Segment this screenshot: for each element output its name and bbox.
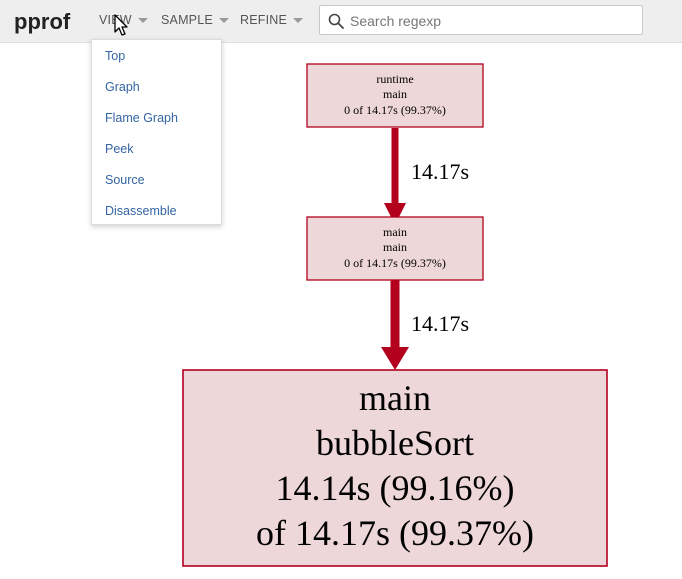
node-cumulative: 0 of 14.17s (99.37%) [344, 256, 446, 270]
node-package: main [359, 378, 431, 418]
search-box[interactable] [319, 5, 643, 35]
call-graph: 14.17s 14.17s runtime main 0 of 14.17s (… [182, 63, 608, 567]
node-box [306, 216, 484, 281]
chevron-down-icon [218, 17, 229, 23]
node-function: main [383, 240, 407, 254]
graph-edge[interactable]: 14.17s [384, 128, 469, 225]
menu-item-source[interactable]: Source [105, 173, 145, 187]
graph-node[interactable]: main bubbleSort 14.14s (99.16%) of 14.17… [182, 369, 608, 567]
node-package: main [383, 225, 407, 239]
graph-node[interactable]: main main 0 of 14.17s (99.37%) [306, 216, 484, 281]
sample-menu[interactable]: SAMPLE [161, 13, 229, 27]
menu-item-flame-graph[interactable]: Flame Graph [105, 111, 178, 125]
node-function: bubbleSort [316, 423, 474, 463]
refine-menu[interactable]: REFINE [240, 13, 304, 27]
edge-arrowhead [384, 203, 406, 225]
menu-item-graph[interactable]: Graph [105, 80, 140, 94]
node-function: main [383, 87, 407, 101]
search-icon [328, 13, 344, 29]
chevron-down-icon [137, 17, 148, 23]
node-flat: 14.14s (99.16%) [276, 468, 515, 508]
sample-menu-label: SAMPLE [161, 13, 213, 27]
node-box [182, 369, 608, 567]
edge-label: 14.17s [411, 311, 469, 336]
graph-node[interactable]: runtime main 0 of 14.17s (99.37%) [306, 63, 484, 128]
edge-arrowhead [381, 347, 409, 370]
node-package: runtime [376, 72, 413, 86]
node-box [306, 63, 484, 128]
menu-item-top[interactable]: Top [105, 49, 126, 63]
node-cumulative: 0 of 14.17s (99.37%) [344, 103, 446, 117]
graph-edge[interactable]: 14.17s [381, 280, 469, 370]
menu-item-disassemble[interactable]: Disassemble [105, 204, 177, 218]
refine-menu-label: REFINE [240, 13, 288, 27]
app-logo[interactable]: pprof [14, 9, 71, 34]
node-cumulative: of 14.17s (99.37%) [256, 513, 534, 553]
mouse-pointer-icon [114, 14, 128, 36]
toolbar: pprof VIEW SAMPLE REFINE [0, 0, 682, 43]
chevron-down-icon [293, 17, 304, 23]
search-input[interactable] [348, 9, 637, 33]
menu-item-peek[interactable]: Peek [105, 142, 134, 156]
view-dropdown-menu: Top Graph Flame Graph Peek Source Disass… [91, 39, 222, 225]
edge-label: 14.17s [411, 159, 469, 184]
